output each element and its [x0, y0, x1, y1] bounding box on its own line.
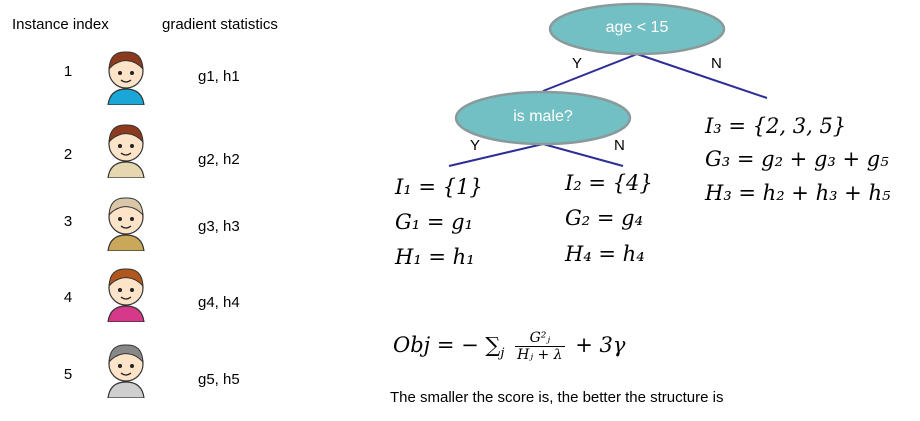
- objective-fraction: G²ⱼ Hⱼ + λ: [515, 330, 565, 363]
- instance-gradient-stats: g5, h5: [198, 371, 240, 388]
- header-instance-index: Instance index: [12, 16, 109, 33]
- instance-index: 3: [63, 213, 73, 230]
- objective-tail: + 3γ: [575, 333, 626, 357]
- leaf2-instances: I₂ = {4}: [565, 171, 653, 195]
- root-node: [548, 2, 726, 56]
- edge-child-yes: [448, 143, 544, 167]
- girl-braids-face-icon: [100, 118, 152, 183]
- root-node-label: age < 15: [605, 19, 669, 36]
- objective-numerator: G²ⱼ: [515, 330, 565, 347]
- instance-index: 4: [63, 289, 73, 306]
- boy-face-icon: [100, 45, 152, 110]
- objective-lhs: Obj = − ∑: [393, 333, 501, 357]
- root-no-label: N: [711, 55, 722, 72]
- child-node: [454, 90, 632, 146]
- leaf1-gradient: G₁ = g₁: [395, 210, 474, 234]
- leaf3-instances: I₃ = {2, 3, 5}: [705, 114, 847, 138]
- objective-formula: Obj = − ∑j G²ⱼ Hⱼ + λ + 3γ: [393, 330, 625, 363]
- leaf2-hessian: H₄ = h₄: [565, 242, 645, 266]
- child-node-label: is male?: [513, 108, 573, 125]
- leaf3-gradient: G₃ = g₂ + g₃ + g₅: [705, 147, 889, 171]
- instance-index: 5: [63, 366, 73, 383]
- header-gradient-statistics: gradient statistics: [162, 16, 278, 33]
- child-no-label: N: [614, 137, 625, 154]
- leaf1-instances: I₁ = {1}: [395, 175, 483, 199]
- objective-denominator: Hⱼ + λ: [517, 347, 563, 363]
- footnote: The smaller the score is, the better the…: [390, 389, 724, 406]
- objective-sum-index: j: [500, 346, 505, 362]
- grandma-face-icon: [100, 338, 152, 403]
- edge-child-no: [542, 143, 624, 167]
- instance-gradient-stats: g2, h2: [198, 151, 240, 168]
- instance-index: 2: [63, 146, 73, 163]
- root-yes-label: Y: [572, 55, 583, 72]
- leaf1-hessian: H₁ = h₁: [395, 245, 475, 269]
- leaf3-hessian: H₃ = h₂ + h₃ + h₅: [705, 181, 891, 205]
- leaf2-gradient: G₂ = g₄: [565, 206, 644, 230]
- girl-ponytail-face-icon: [100, 262, 152, 327]
- child-yes-label: Y: [470, 137, 481, 154]
- instance-gradient-stats: g4, h4: [198, 294, 240, 311]
- edge-root-yes: [542, 53, 638, 92]
- instance-gradient-stats: g1, h1: [198, 68, 240, 85]
- edge-root-no: [636, 53, 768, 99]
- instance-index: 1: [63, 63, 73, 80]
- grandpa-face-icon: [100, 191, 152, 256]
- instance-gradient-stats: g3, h3: [198, 218, 240, 235]
